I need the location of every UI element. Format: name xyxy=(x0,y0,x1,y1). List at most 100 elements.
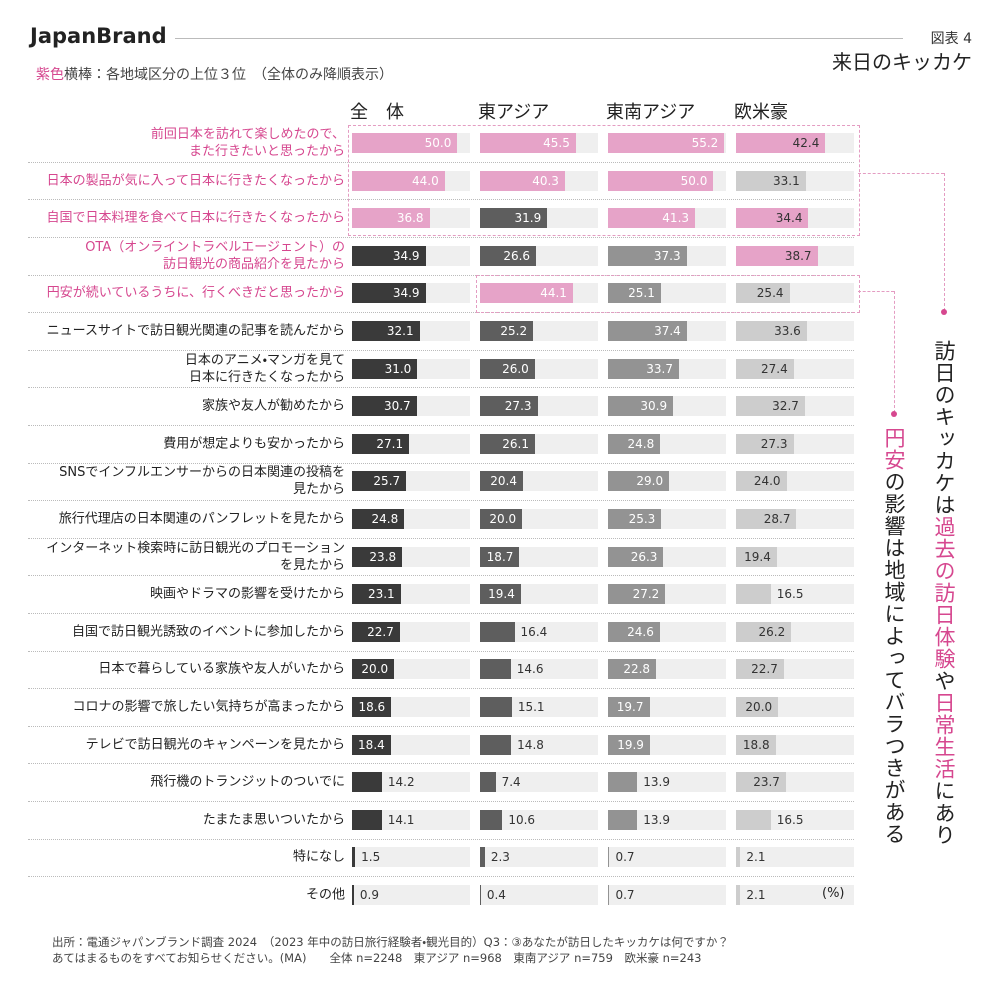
value-label: 1.5 xyxy=(361,850,381,865)
bar xyxy=(608,170,714,191)
value-label: 36.8 xyxy=(396,211,424,226)
value-label: 30.7 xyxy=(383,399,411,414)
bar xyxy=(352,133,458,153)
value-label: 13.9 xyxy=(643,812,670,827)
value-label: 22.8 xyxy=(623,662,651,677)
row-separator xyxy=(28,650,854,652)
value-label: 50.0 xyxy=(680,173,708,188)
value-label: 22.7 xyxy=(367,624,394,639)
value-label: 15.1 xyxy=(517,700,545,714)
category-label: 費用が想定よりも安かったから xyxy=(163,436,345,452)
bar-track xyxy=(608,847,726,868)
value-label: 25.7 xyxy=(373,474,401,489)
value-label: 24.0 xyxy=(753,474,781,489)
row-separator xyxy=(28,801,854,802)
value-label: 29.0 xyxy=(636,474,664,489)
value-label: 32.1 xyxy=(386,324,414,338)
bar xyxy=(352,659,395,680)
bar-track xyxy=(608,885,726,905)
bar xyxy=(608,659,657,680)
value-label: 27.1 xyxy=(376,436,404,451)
value-label: 0.7 xyxy=(615,888,635,902)
row-separator xyxy=(28,349,854,351)
bar xyxy=(480,772,496,793)
bar xyxy=(608,358,679,379)
value-label: 27.3 xyxy=(760,436,788,451)
column-header: 全 体 xyxy=(350,102,404,123)
value-label: 44.1 xyxy=(540,286,567,301)
row-separator xyxy=(28,725,854,727)
category-label: 家族や友人が勧めたから xyxy=(201,398,345,414)
bar xyxy=(736,847,741,868)
bar xyxy=(480,546,520,567)
category-label: 自国で訪日観光誘致のイベントに参加したから xyxy=(71,624,345,640)
bar xyxy=(608,433,661,454)
value-label: 13.9 xyxy=(643,775,670,790)
value-label: 37.4 xyxy=(654,324,681,338)
row-separator xyxy=(28,876,854,878)
bar xyxy=(352,170,445,191)
bar xyxy=(352,809,382,830)
row-separator xyxy=(28,161,854,163)
row-separator xyxy=(28,763,854,765)
value-label: 33.1 xyxy=(773,173,800,188)
bar xyxy=(352,509,405,529)
bar-track xyxy=(608,772,726,793)
value-label: 32.7 xyxy=(772,399,799,414)
bar xyxy=(480,509,523,529)
bar xyxy=(608,697,650,717)
value-label: 33.7 xyxy=(646,361,673,376)
bar-track xyxy=(480,847,598,868)
row-separator xyxy=(28,838,854,840)
column-header: 欧米豪 xyxy=(734,102,788,123)
bar xyxy=(480,358,535,379)
value-label: 19.9 xyxy=(617,737,644,752)
bar-track xyxy=(736,885,854,905)
value-label: 27.3 xyxy=(504,399,532,414)
bar xyxy=(608,772,638,793)
value-label: 18.7 xyxy=(486,549,514,564)
bar xyxy=(480,621,515,642)
value-label: 31.0 xyxy=(384,361,412,376)
value-label: 18.8 xyxy=(742,737,770,752)
value-label: 44.0 xyxy=(411,173,439,188)
category-label: 日本の製品が気に入って日本に行きたくなったから xyxy=(46,173,345,189)
value-label: 2.1 xyxy=(746,888,766,902)
category-label: テレビで訪日観光のキャンペーンを見たから xyxy=(85,737,345,753)
value-label: 26.3 xyxy=(630,549,658,564)
bar xyxy=(608,734,650,755)
value-label: 10.6 xyxy=(508,812,536,827)
bar xyxy=(736,659,784,680)
bar xyxy=(736,208,809,229)
bar xyxy=(736,170,806,191)
bar xyxy=(608,321,687,341)
bar xyxy=(608,396,674,417)
bar xyxy=(480,170,565,191)
value-label: 19.4 xyxy=(488,587,515,602)
bar xyxy=(608,208,696,229)
category-label: コロナの影響で旅したい気持ちが高まったから xyxy=(72,699,345,715)
category-label: たまたま思いついたから xyxy=(202,812,345,828)
row-separator xyxy=(28,425,854,426)
value-label: 20.0 xyxy=(489,512,517,526)
bar xyxy=(608,809,638,830)
row-separator xyxy=(28,688,854,690)
bar xyxy=(608,885,610,905)
bar xyxy=(736,509,797,529)
bar xyxy=(608,283,661,304)
value-label: 34.9 xyxy=(392,286,420,301)
bar xyxy=(736,584,771,605)
brand: JapanBrand xyxy=(30,24,167,48)
category-label: SNSでインフルエンサーからの日本関連の投稿を 見たから xyxy=(59,465,345,498)
value-label: 20.0 xyxy=(361,662,389,677)
value-label: 23.7 xyxy=(753,775,780,790)
category-label: 日本のアニメ・マンガを見て 日本に行きたくなったから xyxy=(184,352,345,385)
value-label: 45.5 xyxy=(543,136,570,150)
value-label: 38.7 xyxy=(784,248,812,263)
bar xyxy=(736,245,818,266)
bar xyxy=(480,697,512,717)
header-rule xyxy=(175,38,903,39)
unit-label: (%) xyxy=(822,886,845,901)
value-label: 26.0 xyxy=(502,361,529,376)
source-note: 出所：電通ジャパンブランド調査 2024 （2023 年中の訪日旅行経験者・観光… xyxy=(52,935,729,949)
